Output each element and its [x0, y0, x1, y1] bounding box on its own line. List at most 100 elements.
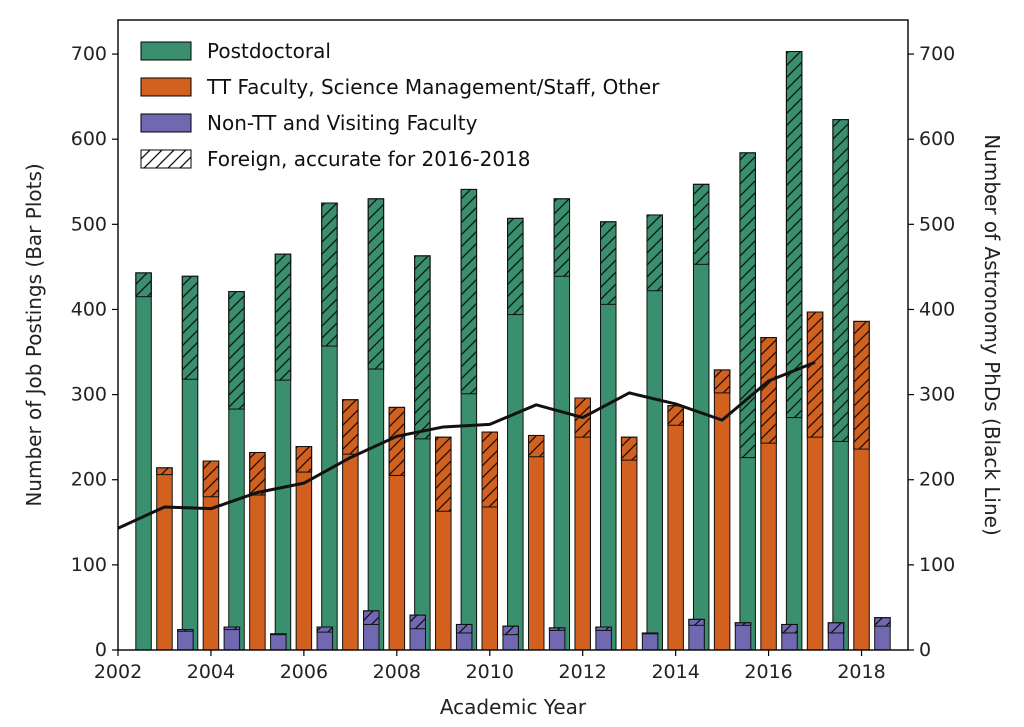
bar-foreign-postdoctoral-2013 [600, 221, 617, 305]
bar-foreign-non-tt-2018 [874, 617, 891, 627]
bar-foreign-non-tt-2007 [363, 610, 380, 625]
bar-foreign-tt-faculty-2016 [760, 337, 777, 444]
bar-foreign-postdoctoral-2003 [135, 272, 152, 298]
left-tick-label: 200 [71, 469, 107, 491]
bar-foreign-non-tt-2005 [270, 633, 287, 636]
bar-foreign-tt-faculty-2009 [435, 436, 452, 512]
bar-foreign-tt-faculty-2018 [853, 320, 870, 450]
x-axis: 2002 2004 2006 2008 2010 2012 2014 2016 2018 [94, 650, 886, 683]
bar-foreign-tt-faculty-2006 [295, 446, 313, 473]
bar-foreign-tt-faculty-2010 [481, 431, 499, 508]
bar-foreign-postdoctoral-2018 [832, 119, 849, 442]
bar-foreign-postdoctoral-2010 [460, 188, 478, 395]
legend-label-tt-faculty: TT Faculty, Science Management/Staff, Ot… [206, 75, 660, 99]
bar-foreign-postdoctoral-2015 [692, 183, 710, 265]
bar-foreign-non-tt-2011 [548, 627, 566, 631]
x-tick-label: 2012 [559, 661, 607, 683]
x-axis-title: Academic Year [440, 695, 587, 719]
right-tick-label: 700 [919, 43, 955, 65]
bar-foreign-non-tt-2016 [781, 623, 798, 634]
left-tick-label: 300 [71, 384, 107, 406]
legend-label-postdoctoral: Postdoctoral [207, 39, 331, 63]
bar-foreign-postdoctoral-2004 [181, 275, 199, 380]
phd-line-layer [117, 360, 816, 530]
bars-layer [135, 51, 891, 651]
legend-swatch-tt-faculty [140, 77, 192, 97]
bar-foreign-postdoctoral-2005 [228, 291, 245, 410]
bar-foreign-non-tt-2003 [177, 629, 194, 632]
bar-foreign-tt-faculty-2007 [342, 399, 359, 455]
bar-non-tt-2015 [734, 622, 752, 651]
x-tick-label: 2002 [94, 661, 142, 683]
bar-foreign-postdoctoral-2017 [785, 51, 803, 419]
left-tick-label: 0 [95, 639, 107, 661]
bar-non-tt-2003 [177, 629, 194, 651]
bar-foreign-non-tt-2013 [641, 632, 659, 635]
left-tick-label: 100 [71, 554, 107, 576]
legend-swatch-non-tt [140, 113, 192, 133]
plot-frame [117, 19, 909, 651]
right-y-axis: 0 100 200 300 400 500 600 700 [908, 43, 955, 661]
bar-postdoctoral-2003 [135, 272, 152, 651]
right-tick-label: 0 [919, 639, 931, 661]
bar-tt-faculty-2011 [527, 434, 545, 651]
bar-non-tt-2013 [641, 632, 659, 651]
bar-foreign-tt-faculty-2005 [249, 451, 266, 496]
bar-foreign-postdoctoral-2012 [553, 198, 571, 277]
bar-foreign-tt-faculty-2003 [156, 467, 173, 476]
bar-foreign-non-tt-2017 [827, 622, 845, 634]
bar-tt-faculty-2014 [667, 405, 684, 651]
left-tick-label: 500 [71, 213, 107, 235]
right-y-axis-title: Number of Astronomy PhDs (Black Line) [980, 134, 1004, 536]
x-tick-label: 2016 [744, 661, 792, 683]
left-y-axis: 0 100 200 300 400 500 600 700 [71, 43, 118, 661]
bar-foreign-tt-faculty-2004 [202, 460, 220, 498]
phd-line [117, 360, 816, 530]
right-tick-label: 500 [919, 213, 955, 235]
bar-foreign-tt-faculty-2011 [527, 434, 545, 458]
bar-foreign-postdoctoral-2014 [646, 214, 663, 292]
bar-tt-faculty-2006 [295, 446, 313, 651]
left-y-axis-title: Number of Job Postings (Bar Plots) [22, 163, 46, 506]
x-tick-label: 2008 [373, 661, 421, 683]
legend-label-non-tt: Non-TT and Visiting Faculty [207, 111, 478, 135]
legend-swatch-postdoctoral [140, 41, 192, 61]
bar-tt-faculty-2015 [713, 369, 731, 651]
bar-foreign-non-tt-2014 [688, 618, 705, 626]
bar-non-tt-2011 [548, 627, 566, 651]
right-tick-label: 100 [919, 554, 955, 576]
x-tick-label: 2006 [280, 661, 328, 683]
bar-foreign-tt-faculty-2008 [388, 406, 406, 476]
bar-tt-faculty-2013 [620, 436, 638, 651]
x-tick-label: 2010 [466, 661, 514, 683]
right-tick-label: 300 [919, 384, 955, 406]
bar-foreign-postdoctoral-2007 [321, 202, 338, 347]
left-tick-label: 400 [71, 298, 107, 320]
bar-non-tt-2005 [270, 633, 287, 651]
left-tick-label: 700 [71, 43, 107, 65]
bar-foreign-postdoctoral-2009 [414, 255, 431, 440]
bar-foreign-postdoctoral-2008 [367, 198, 385, 370]
bar-foreign-tt-faculty-2015 [713, 369, 731, 394]
right-tick-label: 200 [919, 469, 955, 491]
x-tick-label: 2004 [187, 661, 235, 683]
right-tick-label: 400 [919, 298, 955, 320]
legend-swatch-foreign [140, 149, 192, 169]
left-tick-label: 600 [71, 128, 107, 150]
bar-foreign-non-tt-2004 [223, 626, 241, 631]
bar-foreign-non-tt-2009 [455, 623, 473, 634]
bar-foreign-tt-faculty-2017 [806, 311, 824, 438]
x-tick-label: 2018 [837, 661, 885, 683]
bar-foreign-non-tt-2010 [502, 625, 519, 636]
bar-foreign-postdoctoral-2016 [739, 152, 756, 459]
bar-foreign-tt-faculty-2014 [667, 405, 684, 426]
bar-foreign-non-tt-2015 [734, 622, 752, 626]
right-tick-label: 600 [919, 128, 955, 150]
bar-foreign-postdoctoral-2006 [274, 253, 292, 381]
bar-foreign-postdoctoral-2011 [507, 217, 524, 316]
bar-tt-faculty-2003 [156, 467, 173, 651]
bar-foreign-non-tt-2012 [595, 626, 612, 631]
bar-non-tt-2004 [223, 626, 241, 651]
legend: Postdoctoral TT Faculty, Science Managem… [140, 39, 660, 171]
